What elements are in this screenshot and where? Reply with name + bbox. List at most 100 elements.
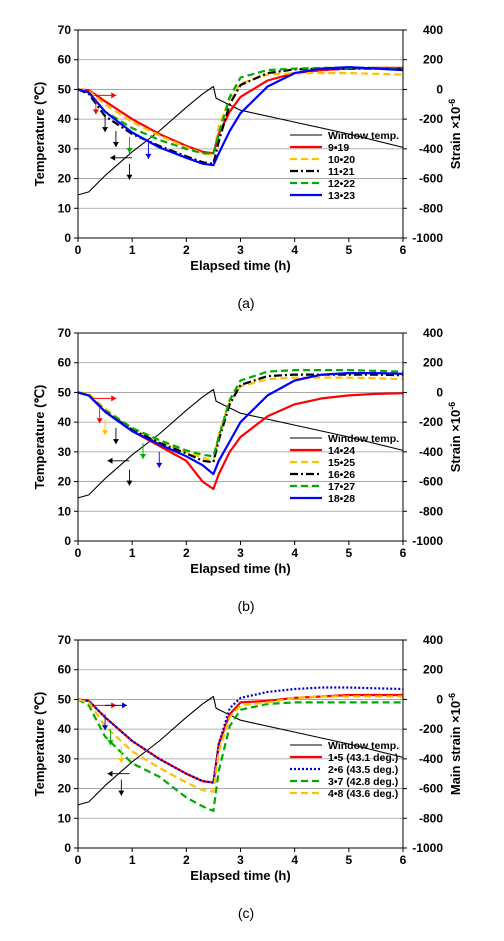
y-tick-label: 60 [58,53,72,67]
y2-axis-title: Main strain ×10-6 [447,693,463,795]
y2-axis-title: Strain ×10-6 [447,402,463,473]
y2-tick-label: -800 [419,811,443,825]
series-line-2 [77,72,404,156]
x-tick-label: 4 [291,243,298,257]
y-axis-title: Temperature (℃) [32,385,47,490]
y-tick-label: 0 [64,231,71,245]
x-tick-label: 0 [75,243,82,257]
series-line-2 [77,376,404,462]
guide-arrow-head [110,154,116,161]
y-tick-label: 50 [58,82,72,96]
series-line-4 [77,66,404,155]
legend-label: 12•22 [328,178,355,190]
panel-caption: (a) [237,295,254,311]
guide-arrow-head [145,153,152,159]
y-tick-label: 30 [58,445,72,459]
y2-tick-label: -400 [419,445,443,459]
y-tick-label: 60 [58,356,72,370]
y-tick-label: 20 [58,172,72,186]
chart-panel-3: 0 1 2 3 4 5 6010203040506070-1000-800-600-400-… [32,633,463,921]
chart-panel-2: 0 1 2 3 4 5 6010203040506070-1000-800-600-400-… [32,326,463,614]
y2-tick-label: -600 [419,475,443,489]
x-tick-label: 5 [345,243,352,257]
x-tick-label: 1 [129,546,136,560]
guide-arrow-head [102,127,109,133]
series-line-3 [77,698,403,812]
legend-label: 17•27 [328,481,355,493]
x-tick-label: 6 [400,546,407,560]
y2-tick-label: -200 [419,112,443,126]
y2-axis-title-exponent: -6 [447,402,457,410]
x-tick-label: 0 [75,853,82,867]
legend-label: Window temp. [328,740,399,752]
legend-label: 2•6 (43.5 deg.) [328,764,398,776]
series-line-3 [77,67,404,165]
y2-tick-label: -1000 [412,841,443,855]
legend-label: 14•24 [328,445,355,457]
y2-tick-label: 400 [423,23,443,37]
y2-tick-label: -200 [419,415,443,429]
y-tick-label: 70 [58,23,72,37]
y2-tick-label: 400 [423,633,443,647]
y-tick-label: 0 [64,841,71,855]
y2-tick-label: 0 [436,82,443,96]
y2-axis-title-main: Strain ×10 [448,410,463,473]
x-tick-label: 1 [129,243,136,257]
x-axis-title: Elapsed time (h) [190,561,290,576]
series-line-5 [77,66,404,167]
y-axis-title: Temperature (℃) [32,692,47,797]
y2-tick-label: -400 [419,142,443,156]
guide-arrow-head [102,430,109,436]
y2-tick-label: 0 [436,692,443,706]
guide-arrow-head [156,462,163,468]
panel-caption: (c) [238,905,254,921]
y2-tick-label: -800 [419,504,443,518]
guide-arrow-head [126,174,133,180]
y2-tick-label: 0 [436,385,443,399]
legend-label: 9•19 [328,142,349,154]
y-tick-label: 30 [58,142,72,156]
guide-arrow-head [102,725,109,731]
x-tick-label: 5 [345,546,352,560]
y-tick-label: 70 [58,326,72,340]
y-tick-label: 40 [58,112,72,126]
guide-arrow-head [122,702,128,709]
series-line-5 [77,372,404,476]
legend-label: 16•26 [328,469,355,481]
x-tick-label: 4 [291,853,298,867]
legend-label: 10•20 [328,154,355,166]
y2-axis-title-exponent: -6 [447,693,457,701]
guide-arrow-head [111,395,117,402]
x-tick-label: 3 [237,546,244,560]
guide-arrow-head [118,757,125,763]
legend-label: Window temp. [328,130,399,142]
guide-arrow-head [126,147,133,153]
y-tick-label: 0 [64,534,71,548]
series-line-0 [77,85,404,196]
legend-label: 3•7 (42.8 deg.) [328,776,398,788]
y2-tick-label: 200 [423,663,443,677]
guide-arrow-head [107,457,113,464]
guide-arrow-head [96,418,103,424]
series-line-0 [77,388,404,499]
y-tick-label: 10 [58,504,72,518]
y2-tick-label: -400 [419,752,443,766]
x-tick-label: 1 [129,853,136,867]
x-tick-label: 2 [183,243,190,257]
legend-label: Window temp. [328,433,399,445]
y-tick-label: 10 [58,201,72,215]
y2-tick-label: -800 [419,201,443,215]
y-axis-title: Temperature (℃) [32,82,47,187]
legend-label: 13•23 [328,190,355,202]
y-tick-label: 40 [58,722,72,736]
y2-tick-label: 200 [423,53,443,67]
y-tick-label: 30 [58,752,72,766]
y2-axis-title-main: Main strain ×10 [448,701,463,795]
y-tick-label: 10 [58,811,72,825]
legend: Window temp.1•5 (43.1 deg.)2•6 (43.5 deg… [290,740,399,800]
guide-arrow-head [112,439,119,445]
series-line-1 [77,66,403,155]
